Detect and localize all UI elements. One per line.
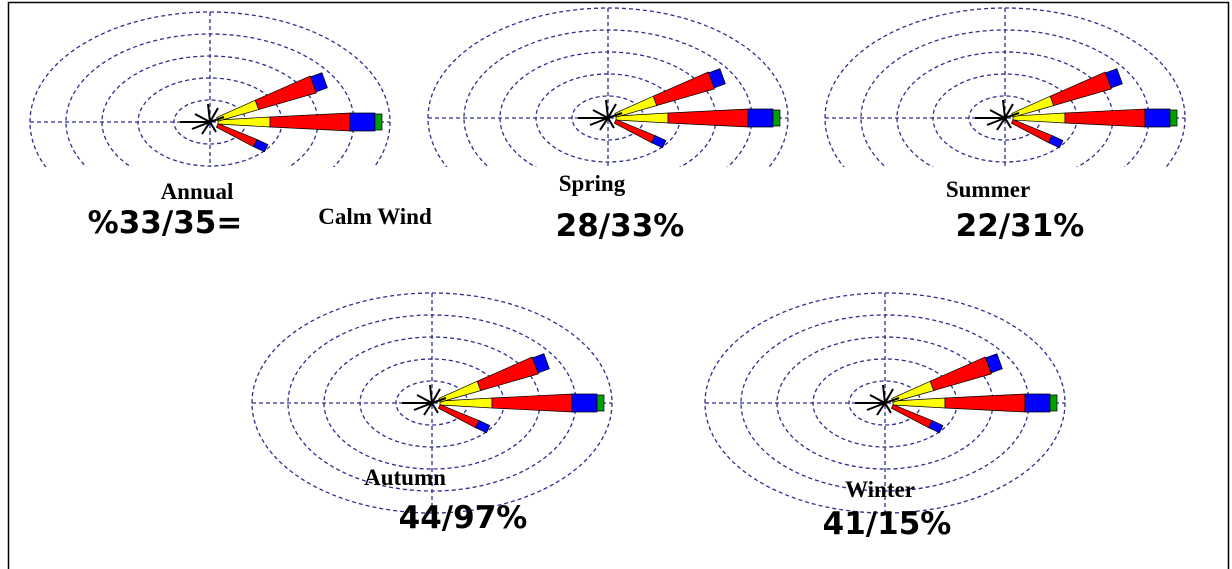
frame bbox=[7, 1, 1230, 569]
panel-value: %33/35= bbox=[88, 205, 243, 241]
panel-title: Spring bbox=[559, 171, 626, 196]
panel-value: 22/31% bbox=[956, 208, 1085, 244]
panel-value: 28/33% bbox=[556, 208, 685, 244]
panel-title: Summer bbox=[946, 177, 1030, 202]
panel-title: Annual bbox=[161, 179, 234, 204]
panel-title: Winter bbox=[845, 477, 915, 502]
panel-value: 41/15% bbox=[823, 506, 952, 542]
panel-value: 44/97% bbox=[399, 500, 528, 536]
calm-label: Calm Wind bbox=[318, 204, 432, 229]
panel-title: Autumn bbox=[364, 465, 446, 490]
